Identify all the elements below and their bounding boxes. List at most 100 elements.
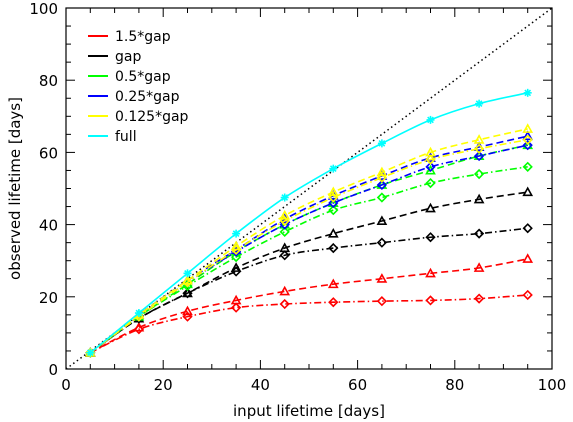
data-point-diamond [230,244,242,256]
data-point-triangle [376,166,388,177]
legend-item: 0.5*gap [88,69,171,85]
series-line [89,92,528,354]
plot-frame [65,7,553,370]
data-point-diamond [376,237,388,248]
data-point-diamond [376,172,388,183]
data-point-diamond [425,177,436,189]
data-point-diamond [328,192,339,203]
series-4 [84,139,534,357]
data-point-diamond [473,168,485,180]
data-point-triangle [327,227,339,238]
x-tick-label: 40 [251,376,270,394]
data-point-triangle [473,193,485,204]
data-point-asterisk [280,193,289,202]
data-point-triangle [425,202,436,213]
x-tick-label: 80 [445,376,464,394]
data-point-triangle [182,305,193,316]
data-point-diamond [279,298,290,310]
data-point-diamond [522,140,533,151]
series-5 [85,161,533,358]
series-line [89,191,528,354]
y-tick-label: 100 [29,0,58,18]
data-point-triangle [425,164,436,175]
data-point-diamond [522,223,533,234]
data-point-asterisk [232,229,241,238]
series-line [89,227,528,354]
data-point-asterisk [426,115,435,124]
y-tick-label: 80 [39,72,58,90]
data-point-diamond [473,293,485,304]
data-point-asterisk [86,348,95,357]
data-point-diamond [473,143,485,154]
y-tick-label: 0 [48,361,58,379]
legend: 1.5*gap gap 0.5*gap 0.25*gap 0.125*gap full [88,29,189,145]
data-point-diamond [182,311,193,322]
legend-item: 0.125*gap [88,109,189,125]
series-line [89,128,528,354]
data-point-triangle [522,123,534,133]
series-line [89,135,528,354]
data-point-diamond [230,302,242,313]
legend-label: 0.25*gap [115,89,180,105]
legend-label: 0.5*gap [115,69,171,85]
series-layer [66,8,552,369]
data-point-diamond [279,250,290,261]
data-point-triangle [279,285,291,296]
data-point-asterisk [329,164,338,173]
data-point-triangle [425,267,436,278]
data-point-triangle [327,278,339,289]
legend-item: full [88,129,137,145]
data-point-diamond [328,242,339,254]
data-point-triangle [376,215,388,225]
reference-line [66,8,552,369]
data-point-triangle [522,130,534,141]
series-9 [85,134,533,358]
data-point-diamond [425,161,436,172]
y-tick-label: 40 [39,217,58,235]
legend-label: gap [115,49,141,65]
plot-area [66,8,552,369]
legend-item: gap [88,49,141,65]
data-point-diamond [473,228,485,239]
data-point-diamond [376,192,388,203]
data-point-triangle [376,273,388,283]
data-point-triangle [473,134,485,144]
x-tick-label: 100 [538,376,567,394]
data-point-asterisk [134,309,143,318]
series-line [89,258,528,354]
data-point-diamond [182,288,193,299]
data-point-diamond [425,295,436,306]
y-tick-label: 20 [39,289,58,307]
data-point-diamond [522,161,533,172]
data-point-asterisk [183,269,192,278]
data-point-asterisk [475,99,484,108]
data-point-diamond [376,179,388,191]
data-point-diamond [425,154,436,165]
x-axis-label: input lifetime [days] [233,402,385,420]
data-point-asterisk [377,139,386,148]
legend-label: 0.125*gap [115,109,189,125]
data-point-triangle [473,262,485,272]
data-point-diamond [522,289,533,301]
series-line [89,294,528,354]
legend-label: full [115,129,137,145]
data-point-diamond [279,226,290,237]
legend-item: 1.5*gap [88,29,171,45]
data-point-diamond [376,296,388,307]
x-tick-label: 0 [61,376,71,394]
data-point-triangle [522,253,534,263]
series-line [89,138,528,354]
x-tick-label: 20 [154,376,173,394]
y-tick-label: 60 [39,144,58,162]
data-point-diamond [133,324,145,335]
data-point-triangle [279,209,291,220]
data-point-diamond [279,215,290,227]
series-line [89,166,528,354]
y-axis-label: observed lifetime [days] [6,97,24,280]
data-point-diamond [230,266,242,277]
data-point-diamond [328,197,339,209]
data-point-diamond [230,251,242,263]
legend-item: 0.25*gap [88,89,180,105]
series-10 [86,88,532,357]
